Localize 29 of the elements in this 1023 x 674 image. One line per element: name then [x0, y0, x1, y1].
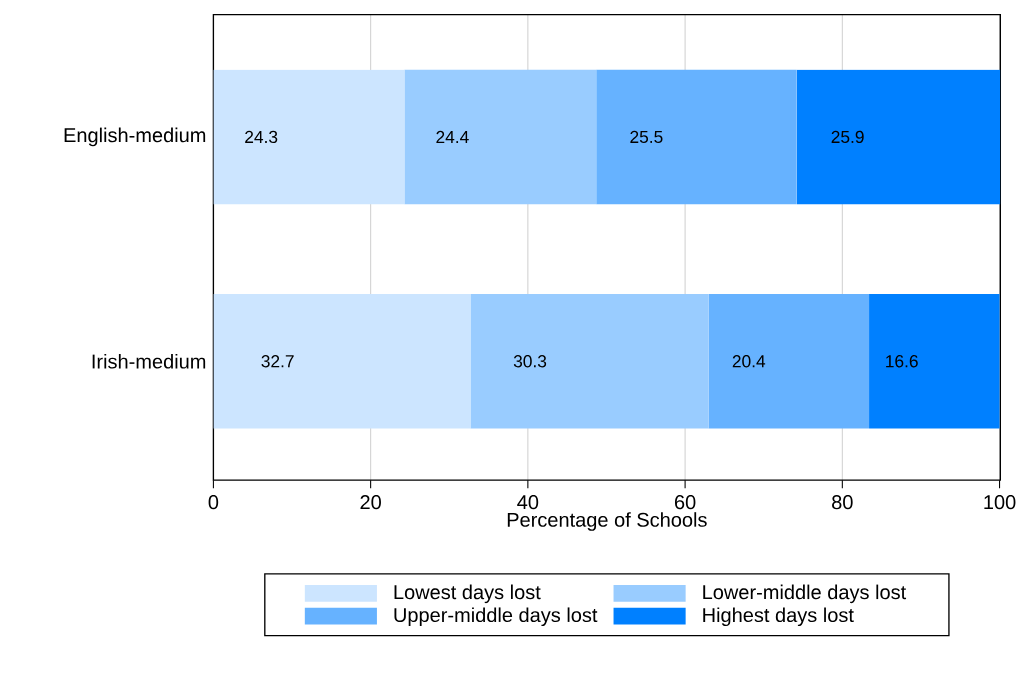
bar — [869, 294, 1000, 429]
legend-label: Lower-middle days lost — [703, 584, 907, 604]
bar — [796, 69, 1001, 205]
x-axis-title: Percentage of Schools — [507, 512, 707, 532]
bar — [213, 69, 405, 205]
data-label: 24.4 — [436, 131, 469, 144]
data-label: 16.6 — [886, 355, 918, 368]
data-label: 30.3 — [513, 355, 547, 368]
bar — [708, 294, 870, 429]
legend-label: Upper-middle days lost — [394, 607, 598, 627]
x-tick-label: 100 — [984, 495, 1016, 510]
y-tick-label: Irish-medium — [92, 354, 206, 369]
legend-label: Highest days lost — [703, 607, 854, 627]
bar — [470, 294, 709, 429]
data-label: 24.3 — [245, 131, 278, 144]
data-label: 20.4 — [732, 355, 766, 368]
data-label: 32.7 — [261, 355, 294, 368]
x-tick-label: 20 — [360, 495, 381, 510]
legend-label: Lowest days lost — [394, 584, 541, 604]
data-label: 25.5 — [630, 131, 663, 144]
x-tick-label: 60 — [674, 495, 696, 510]
bar — [404, 69, 597, 205]
bar — [213, 294, 471, 429]
x-tick-label: 40 — [517, 495, 539, 510]
y-tick-label: English-medium — [64, 127, 206, 147]
x-tick-label: 80 — [832, 495, 853, 510]
data-label: 25.9 — [831, 131, 864, 144]
x-tick-label: 0 — [208, 495, 219, 510]
bar — [596, 69, 797, 205]
